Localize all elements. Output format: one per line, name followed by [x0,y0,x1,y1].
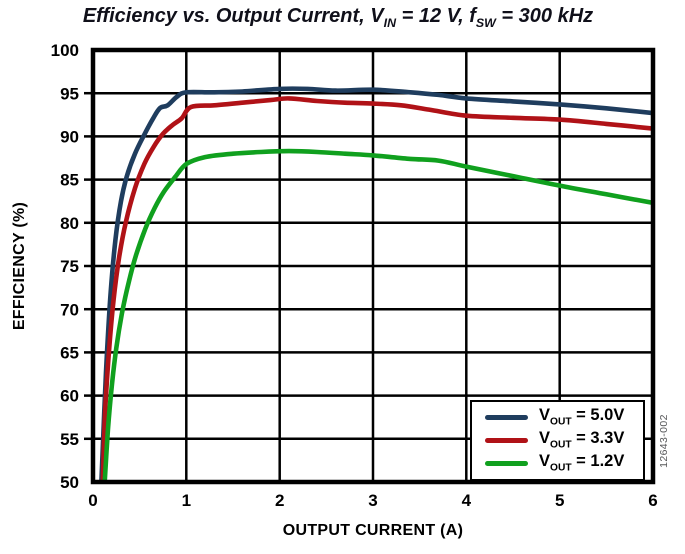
x-tick-label: 4 [462,491,472,510]
legend-swatch [485,437,528,444]
x-tick-label: 1 [182,491,191,510]
legend-item: VOUT = 5.0V [485,407,643,428]
figure-number-watermark: 12643-002 [658,414,670,468]
x-tick-label: 3 [368,491,377,510]
y-tick-label: 60 [60,387,79,406]
x-tick-label: 0 [88,491,97,510]
legend-label: VOUT = 5.0V [539,406,625,428]
y-tick-label: 95 [60,84,79,103]
y-tick-label: 100 [51,41,79,60]
y-tick-label: 50 [60,473,79,492]
legend-swatch [485,460,528,467]
x-tick-label: 2 [275,491,284,510]
y-tick-label: 80 [60,214,79,233]
y-tick-label: 90 [60,128,79,147]
y-tick-label: 70 [60,300,79,319]
x-axis-label: OUTPUT CURRENT (A) [282,522,464,539]
legend-label: VOUT = 1.2V [539,452,625,474]
curve-vout-1-2v [102,148,653,482]
legend-label: VOUT = 3.3V [539,429,625,451]
x-tick-label: 5 [555,491,564,510]
x-tick-label: 6 [648,491,657,510]
curve-vout-3-3v [100,96,653,482]
y-tick-label: 65 [60,344,79,363]
y-tick-label: 55 [60,430,79,449]
curve-vout-5-0v [99,86,653,482]
y-tick-label: 75 [60,257,79,276]
legend-item: VOUT = 1.2V [485,453,643,474]
legend: VOUT = 5.0V VOUT = 3.3V VOUT = 1.2V [470,400,645,481]
chart-title: Efficiency vs. Output Current, VIN = 12 … [82,5,594,30]
plot-border [90,47,656,485]
legend-swatch [485,414,528,421]
legend-item: VOUT = 3.3V [485,430,643,451]
y-tick-label: 85 [60,171,79,190]
